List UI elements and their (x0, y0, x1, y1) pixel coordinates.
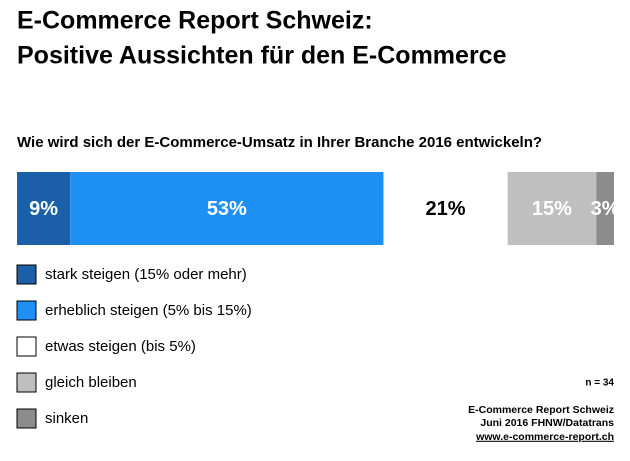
bar-segment (507, 172, 597, 245)
legend-label: etwas steigen (bis 5%) (45, 338, 196, 355)
source-link[interactable]: www.e-commerce-report.ch (475, 431, 614, 443)
legend-label: stark steigen (15% oder mehr) (45, 266, 247, 283)
legend-label: gleich bleiben (45, 374, 137, 391)
value-label: 53% (207, 198, 247, 220)
legend-label: sinken (45, 410, 88, 427)
legend-swatch (16, 300, 37, 321)
chart-title: E-Commerce Report Schweiz: (17, 7, 373, 35)
value-label: 9% (29, 198, 58, 220)
bar-segment (383, 172, 508, 245)
bar-segment (596, 172, 614, 245)
legend-swatch (16, 372, 37, 393)
value-label: 3% (591, 198, 620, 220)
source: E-Commerce Report Schweiz (468, 404, 614, 416)
value-label: 15% (532, 198, 572, 220)
bar-segment (70, 172, 384, 245)
legend-swatch (16, 336, 37, 357)
note: n = 34 (585, 378, 614, 389)
legend-label: erheblich steigen (5% bis 15%) (45, 302, 252, 319)
legend-swatch (16, 408, 37, 429)
bar-segment (17, 172, 71, 245)
legend-swatch (16, 264, 37, 285)
chart-title: Positive Aussichten für den E-Commerce (17, 42, 507, 70)
source: Juni 2016 FHNW/Datatrans (480, 417, 614, 429)
value-label: 21% (426, 198, 466, 220)
subtitle: Wie wird sich der E-Commerce-Umsatz in I… (17, 134, 542, 151)
